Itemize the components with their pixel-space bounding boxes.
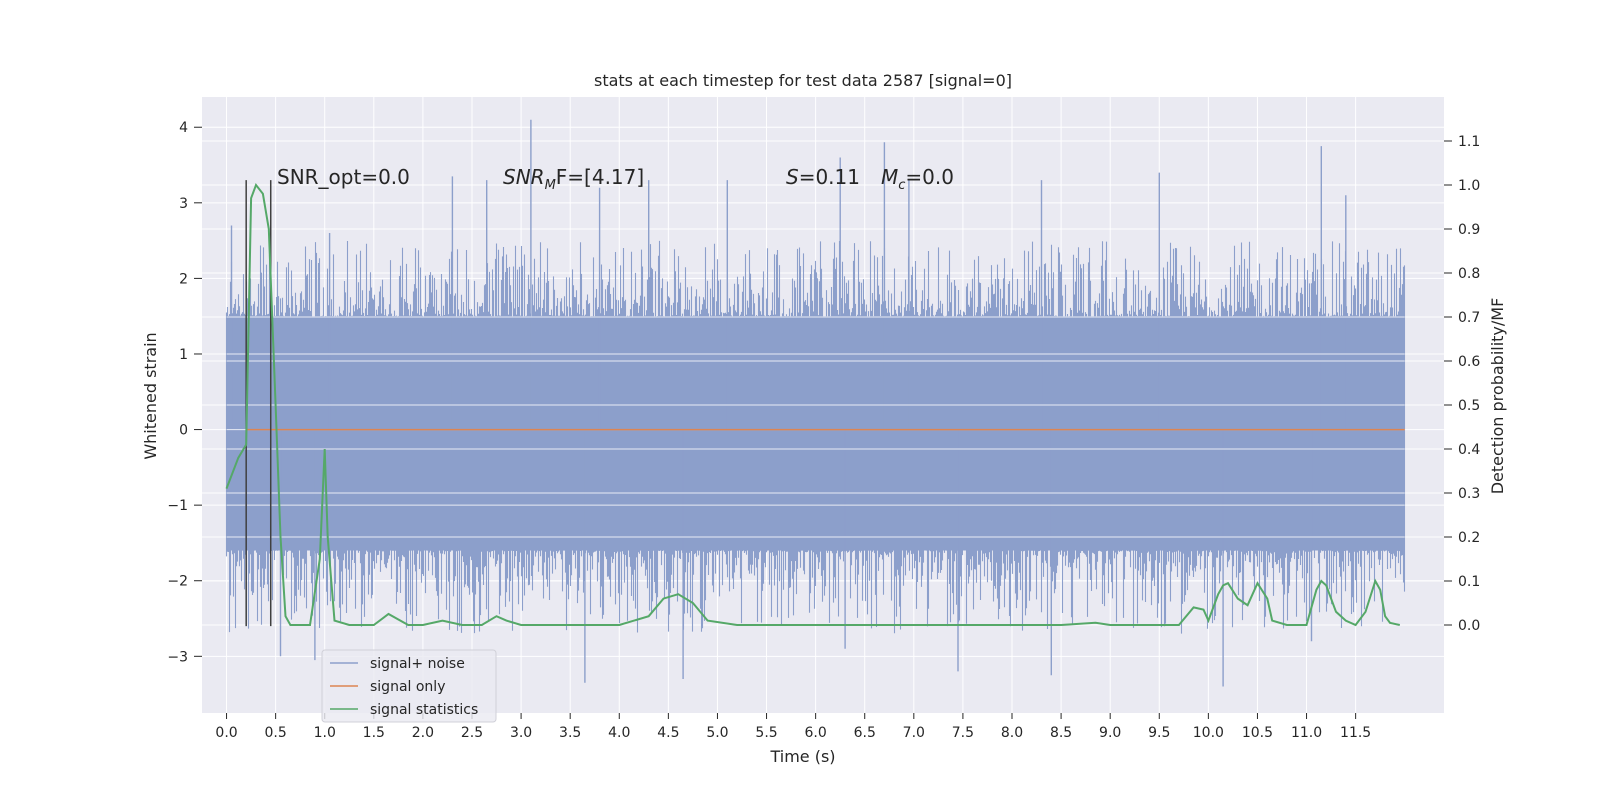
right-y-tick-label: 0.6 xyxy=(1458,354,1480,370)
x-axis-label: Time (s) xyxy=(769,747,835,766)
left-y-tick-label: −3 xyxy=(167,649,188,665)
right-y-tick-label: 0.0 xyxy=(1458,618,1480,634)
right-y-tick-label: 0.8 xyxy=(1458,266,1480,282)
snr-mf-base: SNR xyxy=(503,165,545,189)
x-tick-label: 1.0 xyxy=(314,725,336,741)
x-tick-label: 11.5 xyxy=(1340,725,1371,741)
mc-label: M xyxy=(881,165,898,189)
x-tick-label: 10.5 xyxy=(1242,725,1273,741)
right-y-tick-label: 0.5 xyxy=(1458,398,1480,414)
snr-mf-rest: F=[4.17] xyxy=(556,165,644,189)
legend-label-stats: signal statistics xyxy=(370,702,478,718)
right-y-tick-label: 0.3 xyxy=(1458,486,1480,502)
x-tick-label: 0.5 xyxy=(265,725,287,741)
snr-mf-annotation: SNRMF=[4.17] xyxy=(503,165,644,193)
x-tick-label: 2.5 xyxy=(461,725,483,741)
signal-statistics-line xyxy=(225,182,1401,627)
left-y-tick-label: −2 xyxy=(167,574,188,590)
right-y-tick-label: 0.4 xyxy=(1458,442,1480,458)
right-y-axis-label: Detection probability/MF xyxy=(1488,298,1507,495)
right-y-tick-label: 0.2 xyxy=(1458,530,1480,546)
left-y-axis-ticks: −3 −2 −1 0 1 2 3 4 xyxy=(167,120,202,665)
snr-mf-sub: M xyxy=(545,178,556,193)
right-y-axis-ticks: 0.0 0.1 0.2 0.3 0.4 0.5 0.6 0.7 0.8 0.9 1.0 1.1 xyxy=(1444,134,1480,634)
x-tick-label: 2.0 xyxy=(412,725,434,741)
right-y-tick-label: 0.9 xyxy=(1458,222,1480,238)
left-y-tick-label: 1 xyxy=(179,347,188,363)
mc-value: =0.0 xyxy=(905,165,954,189)
right-y-tick-label: 0.7 xyxy=(1458,310,1480,326)
x-tick-label: 0.0 xyxy=(215,725,237,741)
legend-label-noise: signal+ noise xyxy=(370,656,465,672)
left-y-axis-label: Whitened strain xyxy=(141,332,160,459)
legend-box xyxy=(321,649,497,723)
x-tick-label: 5.0 xyxy=(706,725,728,741)
s-annotation: S=0.11 xyxy=(786,165,860,189)
x-tick-label: 4.5 xyxy=(657,725,679,741)
x-tick-label: 10.0 xyxy=(1193,725,1224,741)
legend: signal+ noise signal only signal statist… xyxy=(321,649,497,723)
left-y-tick-label: 0 xyxy=(179,423,188,439)
x-tick-label: 7.5 xyxy=(952,725,974,741)
x-tick-label: 6.0 xyxy=(805,725,827,741)
x-tick-label: 9.0 xyxy=(1099,725,1121,741)
right-y-tick-label: 1.0 xyxy=(1458,178,1480,194)
x-tick-label: 7.0 xyxy=(903,725,925,741)
s-label: S xyxy=(786,165,799,189)
left-y-tick-label: 4 xyxy=(179,120,188,136)
right-y-tick-label: 0.1 xyxy=(1458,574,1480,590)
right-y-tick-label: 1.1 xyxy=(1458,134,1480,150)
x-tick-label: 5.5 xyxy=(755,725,777,741)
x-tick-label: 1.5 xyxy=(363,725,385,741)
x-tick-label: 6.5 xyxy=(854,725,876,741)
x-tick-label: 3.0 xyxy=(510,725,532,741)
x-tick-label: 3.5 xyxy=(559,725,581,741)
chart-title: stats at each timestep for test data 258… xyxy=(594,71,1012,90)
mc-sub: c xyxy=(898,178,905,193)
snr-opt-annotation: SNR_opt=0.0 xyxy=(277,165,410,189)
left-y-tick-label: 2 xyxy=(179,271,188,287)
x-tick-label: 9.5 xyxy=(1148,725,1170,741)
left-y-tick-label: −1 xyxy=(167,498,188,514)
x-tick-label: 8.5 xyxy=(1050,725,1072,741)
s-value: =0.11 xyxy=(799,165,860,189)
x-tick-label: 11.0 xyxy=(1291,725,1322,741)
x-tick-label: 8.0 xyxy=(1001,725,1023,741)
mc-annotation: Mc=0.0 xyxy=(881,165,954,193)
left-y-tick-label: 3 xyxy=(179,196,188,212)
x-tick-label: 4.0 xyxy=(608,725,630,741)
signal-statistics-series xyxy=(225,182,1401,627)
legend-label-signal: signal only xyxy=(370,679,445,695)
x-axis-ticks: 0.0 0.5 1.0 1.5 2.0 2.5 3.0 3.5 4.0 4.5 5.0 5.5 6.0 6… xyxy=(215,713,1371,741)
